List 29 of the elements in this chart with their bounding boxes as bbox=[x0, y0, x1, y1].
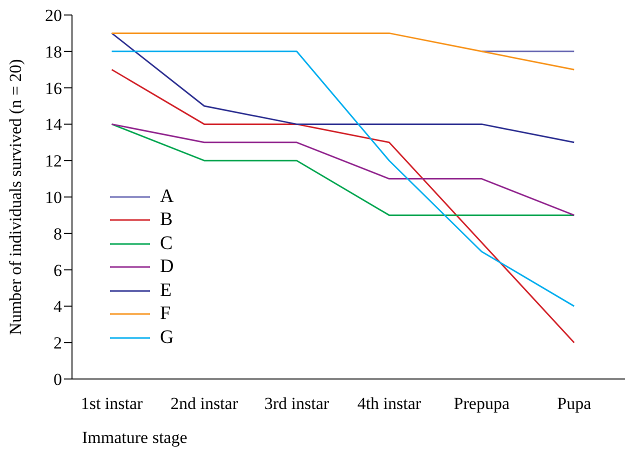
legend-label: C bbox=[160, 232, 173, 255]
legend-label: F bbox=[160, 303, 171, 326]
y-tick-label: 12 bbox=[45, 152, 62, 171]
x-tick-label: Pupa bbox=[557, 394, 592, 414]
line-series bbox=[111, 50, 575, 307]
x-axis-title: Immature stage bbox=[82, 428, 188, 447]
y-tick-label: 18 bbox=[45, 42, 62, 62]
y-tick-label: 8 bbox=[54, 224, 62, 244]
legend-label: A bbox=[160, 186, 174, 208]
line-series bbox=[111, 68, 575, 344]
y-tick-label: 16 bbox=[45, 78, 62, 98]
y-tick-label: 14 bbox=[45, 115, 62, 134]
x-tick-label: Prepupa bbox=[454, 394, 510, 414]
y-tick-label: 2 bbox=[54, 334, 62, 353]
legend-label: B bbox=[160, 209, 173, 232]
legend-label: E bbox=[160, 280, 172, 302]
x-tick-label: 2nd instar bbox=[170, 394, 238, 414]
x-tick-label: 3rd instar bbox=[264, 394, 330, 414]
legend-label: G bbox=[160, 326, 174, 349]
y-tick-label: 20 bbox=[45, 6, 62, 26]
y-tick-label: 0 bbox=[54, 370, 62, 390]
y-axis-title: Number of individuals survived (n = 20) bbox=[6, 59, 26, 335]
x-tick-label: 1st instar bbox=[80, 394, 144, 414]
y-tick-label: 4 bbox=[54, 297, 62, 316]
y-tick-label: 6 bbox=[54, 260, 62, 280]
x-tick-label: 4th instar bbox=[357, 394, 422, 414]
legend-label: D bbox=[160, 256, 174, 278]
line-series bbox=[111, 32, 575, 144]
y-tick-label: 10 bbox=[45, 188, 62, 208]
